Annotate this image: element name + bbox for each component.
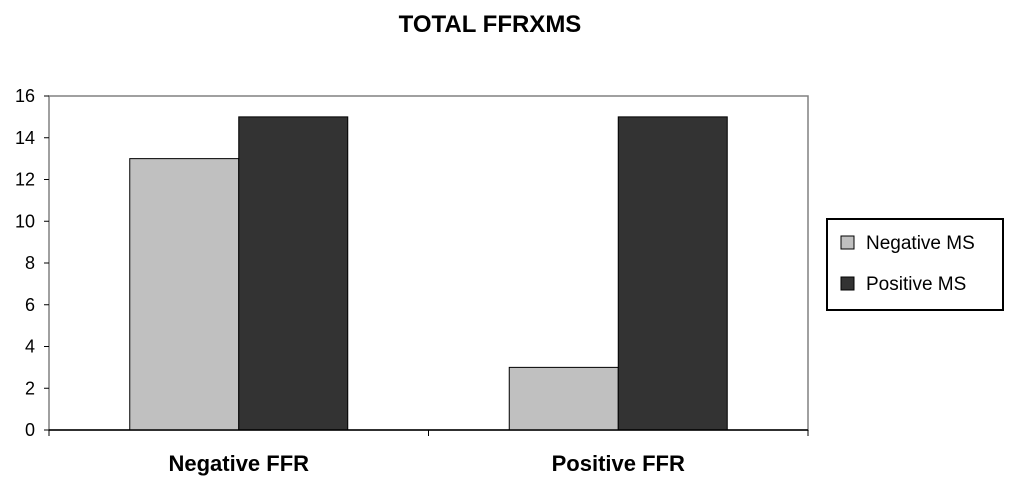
legend-swatch-positive-ms xyxy=(840,276,855,291)
legend-box xyxy=(826,218,1004,311)
legend-label-positive-ms: Positive MS xyxy=(866,274,966,295)
legend: Negative MS Positive MS xyxy=(826,218,1004,311)
bar-positive-ms-negative-ffr xyxy=(238,116,349,431)
bar-negative-ms-negative-ffr xyxy=(129,158,240,431)
y-tick-label: 2 xyxy=(25,378,35,398)
x-axis: Negative FFR Positive FFR xyxy=(48,429,809,476)
legend-label-negative-ms: Negative MS xyxy=(866,233,975,254)
x-category-label: Negative FFR xyxy=(168,451,309,476)
y-axis: 0 2 4 6 8 10 12 14 16 xyxy=(15,86,49,440)
y-tick-label: 12 xyxy=(15,170,35,190)
y-tick-label: 16 xyxy=(15,86,35,106)
y-tick-label: 10 xyxy=(15,211,35,231)
x-category-label: Positive FFR xyxy=(552,451,685,476)
bars xyxy=(129,116,728,431)
y-tick-label: 6 xyxy=(25,295,35,315)
y-tick-label: 14 xyxy=(15,128,35,148)
y-tick-label: 8 xyxy=(25,253,35,273)
chart-title: TOTAL FFRXMS xyxy=(399,11,582,38)
legend-swatch-negative-ms xyxy=(840,235,855,250)
bar-negative-ms-positive-ffr xyxy=(508,366,619,431)
y-tick-label: 4 xyxy=(25,337,35,357)
bar-positive-ms-positive-ffr xyxy=(617,116,728,431)
y-tick-label: 0 xyxy=(25,420,35,440)
